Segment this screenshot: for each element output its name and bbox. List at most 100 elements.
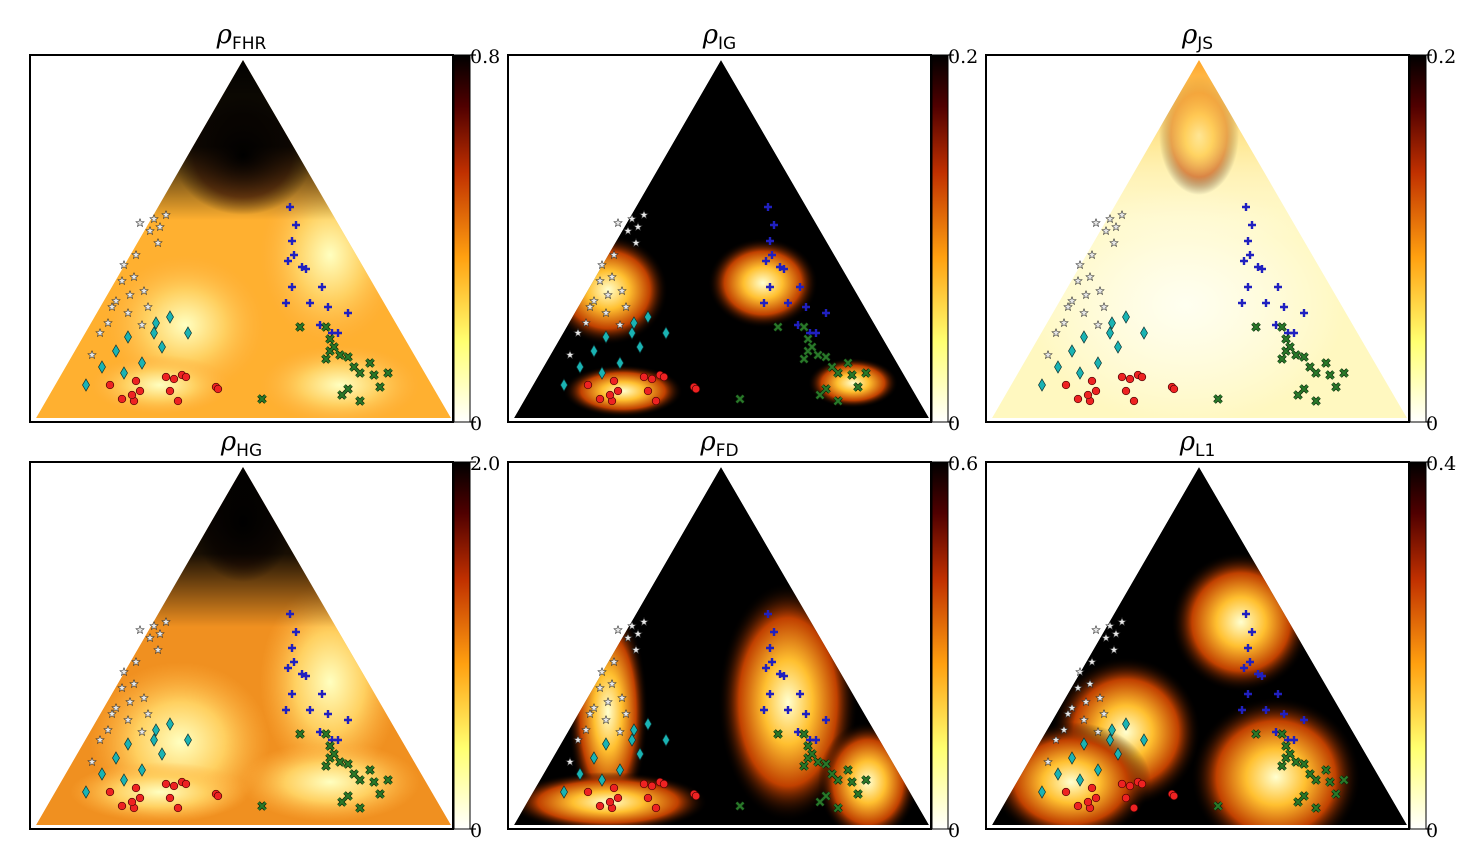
cross-marker [843, 358, 853, 368]
circle-marker [595, 394, 605, 404]
star-marker [153, 238, 163, 248]
plus-marker [766, 237, 774, 245]
diamond-marker [124, 330, 132, 344]
axes-frame [985, 54, 1410, 423]
sample-markers [1038, 203, 1349, 406]
cross-marker [735, 394, 745, 404]
star-marker [627, 214, 637, 224]
star-marker [103, 318, 113, 328]
plus-marker [318, 690, 326, 698]
axes-frame [29, 461, 454, 830]
cross-marker [1311, 368, 1321, 378]
plus-marker [1280, 710, 1288, 718]
circle-marker [691, 384, 701, 394]
cross-marker [1277, 761, 1287, 771]
diamond-marker [82, 785, 90, 799]
diamond-marker [1106, 733, 1114, 747]
circle-marker [135, 793, 145, 803]
plus-marker [1238, 299, 1246, 307]
diamond-marker [1038, 785, 1046, 799]
plus-marker [770, 628, 778, 636]
star-marker [1043, 350, 1053, 360]
plus-marker [284, 664, 292, 672]
circle-marker [105, 380, 115, 390]
circle-marker [169, 781, 179, 791]
plus-marker [762, 664, 770, 672]
circle-marker [1073, 394, 1083, 404]
star-marker [123, 308, 133, 318]
plus-marker [1262, 299, 1270, 307]
cross-marker [383, 775, 393, 785]
cross-marker [365, 358, 375, 368]
diamond-marker [1076, 773, 1084, 787]
star-marker [149, 214, 159, 224]
cross-marker [343, 759, 353, 769]
plus-marker [1246, 658, 1254, 666]
plus-marker [286, 610, 294, 618]
plus-marker [290, 658, 298, 666]
plus-marker [292, 628, 300, 636]
diamond-marker [590, 751, 598, 765]
sample-markers [1038, 610, 1349, 813]
diamond-marker [166, 310, 174, 324]
heat-region [1191, 697, 1361, 825]
colorbar-gradient [931, 461, 949, 830]
plus-marker [770, 221, 778, 229]
plus-marker [288, 237, 296, 245]
circle-marker [173, 803, 183, 813]
star-marker [581, 725, 591, 735]
star-marker [1075, 667, 1085, 677]
diamond-marker [1122, 717, 1130, 731]
diamond-marker [138, 356, 146, 370]
star-marker [589, 703, 599, 713]
axes-frame [507, 54, 932, 423]
cross-marker [1281, 741, 1291, 751]
star-marker [123, 715, 133, 725]
diamond-marker [576, 360, 584, 374]
cross-marker [853, 789, 863, 799]
sample-markers [82, 203, 393, 406]
star-marker [621, 709, 631, 719]
heat-top [992, 60, 1407, 418]
circle-marker [613, 386, 623, 396]
diamond-marker [598, 773, 606, 787]
star-marker [1085, 272, 1095, 282]
star-marker [135, 218, 145, 228]
cross-marker [773, 729, 783, 739]
star-marker [87, 350, 97, 360]
plus-marker [282, 706, 290, 714]
plus-marker [318, 283, 326, 291]
star-marker [565, 757, 575, 767]
star-marker [161, 210, 171, 220]
cross-marker [337, 390, 347, 400]
circle-marker [609, 783, 619, 793]
cross-marker [257, 394, 267, 404]
cross-marker [821, 791, 831, 801]
star-marker [107, 302, 117, 312]
cross-marker [1277, 729, 1287, 739]
colorbar-gradient [453, 461, 471, 830]
plus-marker [334, 736, 342, 744]
plus-marker [1274, 690, 1282, 698]
diamond-marker [636, 747, 644, 761]
cross-marker [853, 382, 863, 392]
star-marker [111, 703, 121, 713]
diamond-marker [158, 340, 166, 354]
cross-marker [821, 759, 831, 769]
sample-markers [560, 610, 871, 813]
circle-marker [1061, 787, 1071, 797]
star-marker [1105, 214, 1115, 224]
star-marker [1087, 250, 1097, 260]
cross-marker [325, 334, 335, 344]
star-marker [153, 645, 163, 655]
star-marker [633, 629, 643, 639]
diamond-marker [1106, 326, 1114, 340]
plus-marker [1244, 237, 1252, 245]
circle-marker [169, 374, 179, 384]
cross-marker [1305, 769, 1315, 779]
star-marker [137, 727, 147, 737]
cross-marker [807, 749, 817, 759]
circle-marker [131, 783, 141, 793]
cross-marker [355, 775, 365, 785]
